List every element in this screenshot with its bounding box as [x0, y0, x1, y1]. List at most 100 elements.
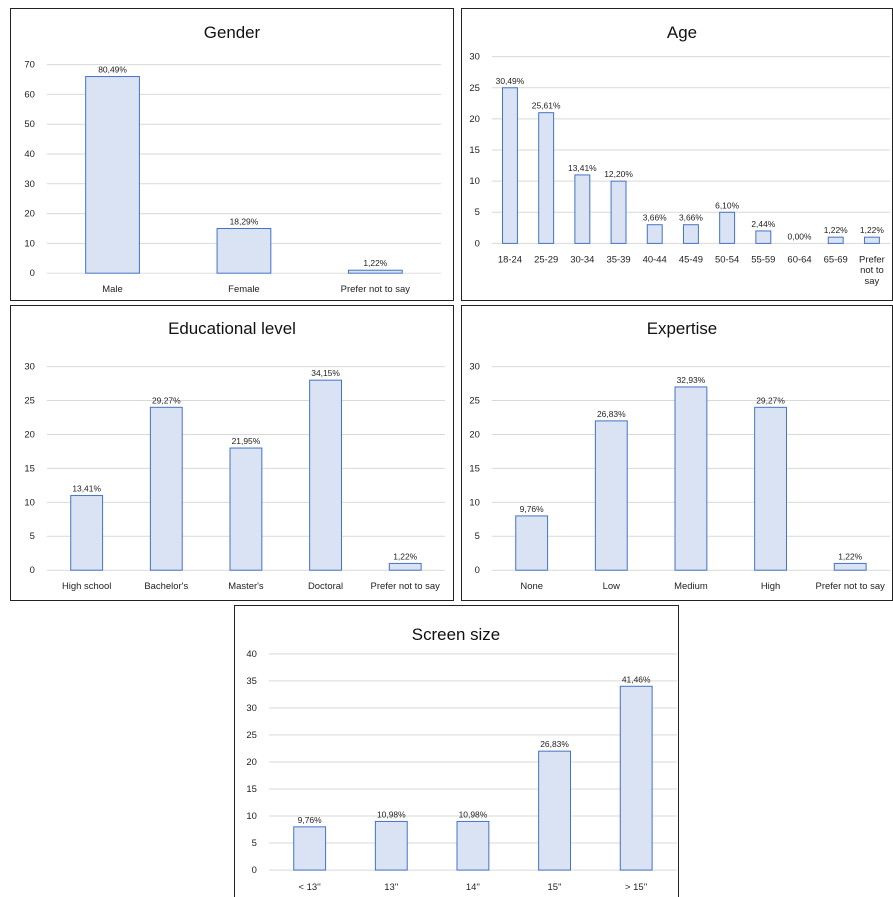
data-label: 29,27% — [152, 395, 181, 405]
bar — [833, 562, 867, 571]
bar — [754, 406, 787, 571]
x-tick-label: 25-29 — [534, 254, 558, 265]
y-tick-label: 0 — [30, 565, 35, 576]
data-label: 1,22% — [838, 551, 862, 561]
y-tick-label: 70 — [24, 60, 35, 71]
x-tick-label: Master's — [228, 581, 264, 592]
x-tick-label: Prefer not to say — [859, 254, 885, 287]
age-chart: Age 0 5 10 15 20 25 30 30,49% 18-24 25,61% 25-29 13… — [469, 23, 891, 287]
y-tick-label: 10 — [469, 497, 480, 508]
y-tick-label: 40 — [246, 649, 257, 660]
bar — [538, 112, 555, 244]
data-label: 18,29% — [230, 217, 259, 227]
y-tick-label: 30 — [246, 703, 257, 714]
x-tick-label: Prefer not to say — [371, 581, 441, 592]
bar — [501, 87, 518, 244]
data-label: 2,44% — [751, 219, 775, 229]
data-label: 80,49% — [98, 65, 127, 75]
bar — [646, 224, 663, 244]
x-tick-label: High — [761, 581, 780, 592]
x-tick-label: Male — [102, 284, 122, 295]
y-tick-label: 25 — [24, 396, 35, 407]
bar — [149, 406, 183, 571]
chart-title: Age — [667, 23, 697, 42]
bar — [827, 236, 844, 244]
age-chart-panel: Age 0 5 10 15 20 25 30 30,49% 18-24 25,61% 25-29 13… — [461, 8, 893, 301]
bar — [610, 180, 627, 244]
screen-size-chart-panel: Screen size 0 5 10 15 20 25 30 35 40 9,76% < 13'' 1… — [234, 605, 679, 897]
bar — [309, 379, 343, 571]
chart-title: Educational level — [168, 319, 296, 338]
x-tick-label: Medium — [674, 581, 708, 592]
data-label: 3,66% — [643, 213, 667, 223]
y-tick-label: 0 — [475, 238, 480, 249]
data-label: 21,95% — [232, 436, 261, 446]
bar — [863, 236, 880, 244]
bar — [719, 211, 736, 244]
bar — [574, 174, 591, 244]
y-tick-label: 5 — [252, 838, 257, 849]
x-tick-label: Prefer not to say — [816, 581, 886, 592]
x-tick-label: 14'' — [466, 882, 480, 893]
y-tick-label: 40 — [24, 149, 35, 160]
education-chart: Educational level 0 5 10 15 20 25 30 13,41% High… — [24, 319, 446, 592]
y-tick-label: 0 — [475, 565, 480, 576]
gender-chart: Gender 0 10 20 30 40 50 60 70 80,49% Male 18,29% Fe… — [24, 23, 442, 295]
x-tick-label: Prefer not to say — [341, 284, 411, 295]
x-tick-label: 65-69 — [824, 254, 848, 265]
bar — [594, 420, 628, 571]
y-tick-label: 15 — [469, 145, 480, 156]
bar — [229, 447, 263, 571]
y-tick-label: 10 — [469, 176, 480, 187]
data-label: 10,98% — [377, 809, 406, 819]
x-tick-label: 13'' — [384, 882, 398, 893]
data-label: 30,49% — [496, 76, 525, 86]
education-chart-panel: Educational level 0 5 10 15 20 25 30 13,41% High… — [10, 305, 454, 601]
y-tick-label: 30 — [469, 362, 480, 373]
y-tick-label: 20 — [246, 757, 257, 768]
x-tick-label: 35-39 — [606, 254, 630, 265]
y-tick-label: 30 — [24, 179, 35, 190]
y-tick-label: 15 — [24, 463, 35, 474]
y-tick-label: 10 — [246, 811, 257, 822]
x-tick-label: > 15'' — [625, 882, 647, 893]
gender-chart-panel: Gender 0 10 20 30 40 50 60 70 80,49% Male 18,29% Fe… — [10, 8, 454, 301]
data-label: 3,66% — [679, 213, 703, 223]
bar — [388, 562, 422, 571]
data-label: 25,61% — [532, 101, 561, 111]
data-label: 1,22% — [363, 258, 387, 268]
bar — [682, 224, 699, 244]
x-tick-label: None — [520, 581, 543, 592]
screen-size-chart: Screen size 0 5 10 15 20 25 30 35 40 9,76% < 13'' 1… — [246, 625, 678, 893]
y-tick-label: 30 — [469, 52, 480, 63]
data-label: 13,41% — [72, 484, 101, 494]
x-tick-label: 60-64 — [787, 254, 811, 265]
y-tick-label: 5 — [30, 531, 35, 542]
bar — [374, 820, 408, 871]
y-tick-label: 0 — [30, 268, 35, 279]
y-tick-label: 5 — [475, 207, 480, 218]
bar — [347, 269, 403, 274]
x-tick-label: 30-34 — [570, 254, 594, 265]
bar — [538, 750, 571, 871]
y-tick-label: 50 — [24, 119, 35, 130]
data-label: 1,22% — [824, 225, 848, 235]
data-label: 9,76% — [298, 815, 322, 825]
bar — [515, 515, 549, 571]
x-tick-label: 45-49 — [679, 254, 703, 265]
data-label: 1,22% — [393, 551, 417, 561]
data-label: 41,46% — [622, 674, 651, 684]
bar — [755, 230, 772, 244]
y-tick-label: 30 — [24, 362, 35, 373]
chart-title: Gender — [204, 23, 261, 42]
data-label: 13,41% — [568, 163, 597, 173]
x-tick-label: 18-24 — [498, 254, 522, 265]
data-label: 12,20% — [604, 169, 633, 179]
y-tick-label: 20 — [24, 209, 35, 220]
data-label: 9,76% — [520, 504, 544, 514]
y-tick-label: 10 — [24, 497, 35, 508]
x-tick-label: Doctoral — [308, 581, 343, 592]
chart-title: Expertise — [647, 319, 717, 338]
y-tick-label: 10 — [24, 238, 35, 249]
data-label: 26,83% — [597, 409, 626, 419]
